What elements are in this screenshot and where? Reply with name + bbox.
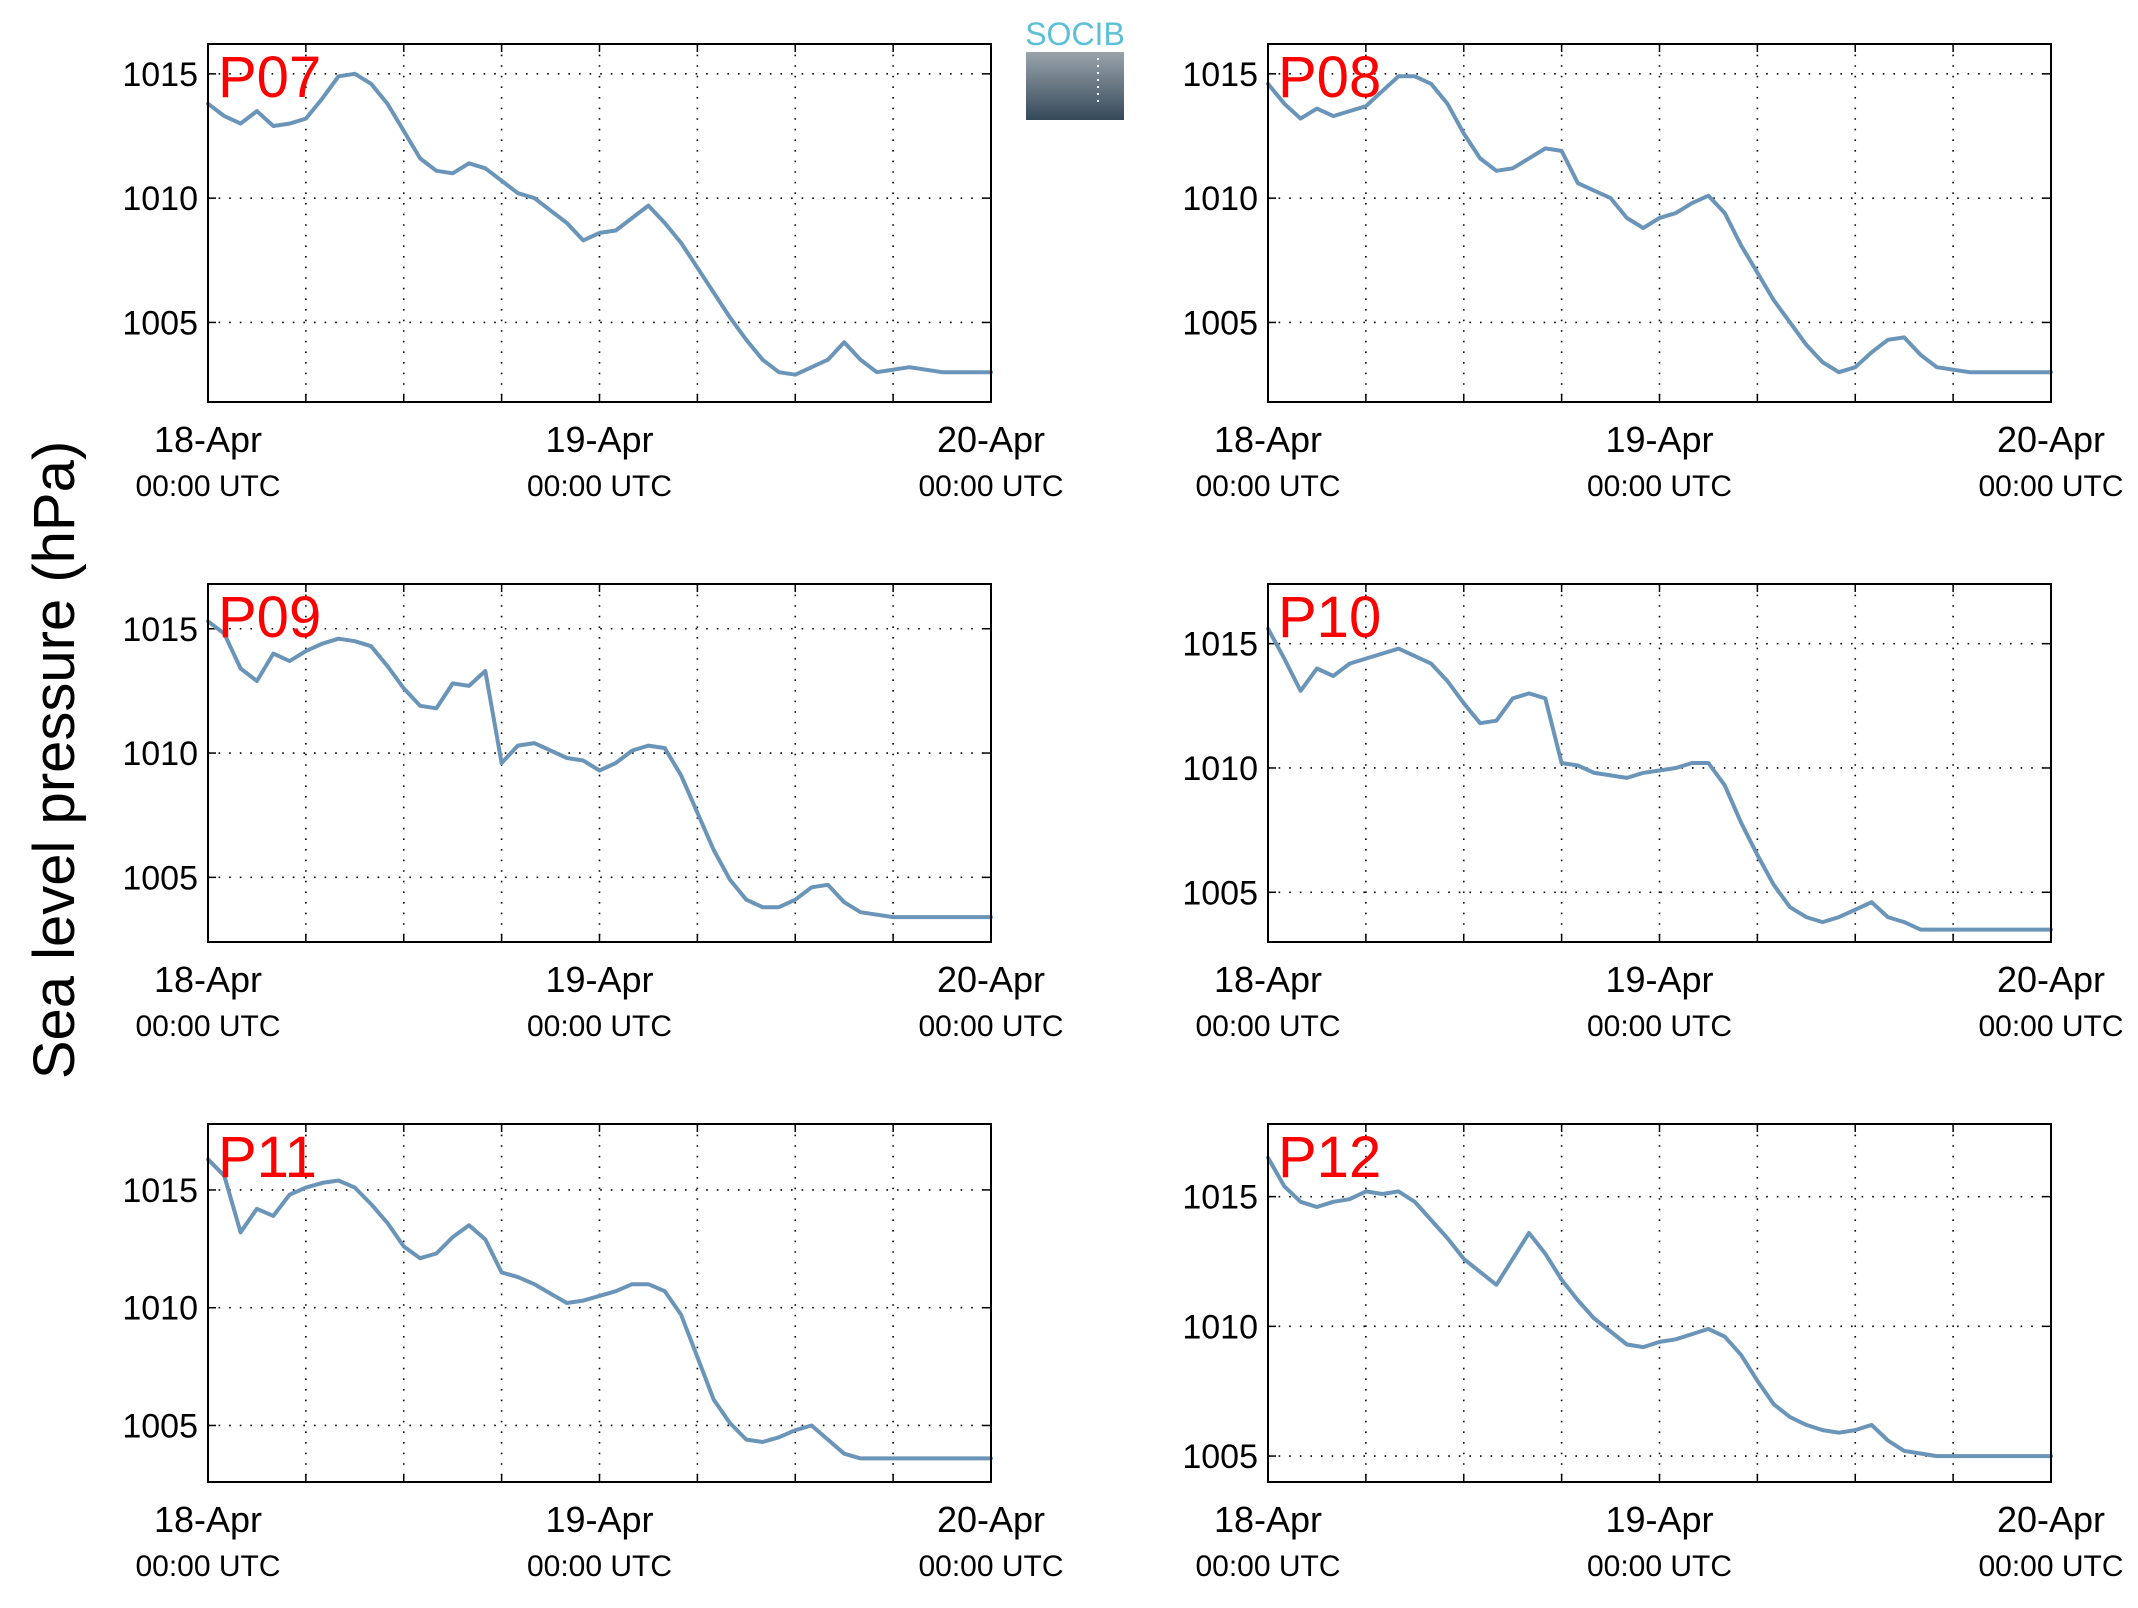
y-tick-label: 1005 xyxy=(1182,874,1258,912)
axes-frame xyxy=(1267,1123,2052,1483)
axes-frame xyxy=(207,583,992,943)
y-tick-label: 1010 xyxy=(122,1290,198,1328)
y-tick-label: 1010 xyxy=(122,735,198,773)
x-tick-label-time: 00:00 UTC xyxy=(1587,1010,1732,1043)
y-tick-label: 1005 xyxy=(122,1407,198,1445)
series-line-p12 xyxy=(1266,1155,2053,1459)
y-tick-label: 1015 xyxy=(1182,626,1258,664)
panel-p11: 1005 1010 1015 18-Apr 00:00 UTC 19-Apr 00:00 U… xyxy=(122,1123,1064,1583)
x-tick-label-date: 20-Apr xyxy=(937,1499,1045,1540)
x-tick-label-time: 00:00 UTC xyxy=(918,1550,1063,1583)
panel-label: P11 xyxy=(218,1125,317,1190)
y-tick-label: 1015 xyxy=(1182,56,1258,94)
x-tick-label-date: 20-Apr xyxy=(1997,1499,2105,1540)
panel-label: P09 xyxy=(218,585,321,650)
socib-logo-box xyxy=(1026,52,1124,120)
series-line-p10 xyxy=(1266,626,2053,932)
y-tick-label: 1010 xyxy=(1182,750,1258,788)
x-tick-label-time: 00:00 UTC xyxy=(1195,470,1340,503)
y-tick-label: 1015 xyxy=(1182,1179,1258,1217)
x-tick-label-time: 00:00 UTC xyxy=(1978,1550,2123,1583)
x-tick-label-date: 19-Apr xyxy=(1605,959,1713,1000)
panel-p07: 1005 1010 1015 18-Apr 00:00 UTC 19-Apr 00:00 U… xyxy=(122,43,1064,503)
x-tick-label-time: 00:00 UTC xyxy=(135,1010,280,1043)
series-line-p11 xyxy=(206,1157,993,1461)
x-tick-label-time: 00:00 UTC xyxy=(527,1550,672,1583)
panel-p08: 1005 1010 1015 18-Apr 00:00 UTC 19-Apr 00:00 U… xyxy=(1182,43,2124,503)
x-tick-label-time: 00:00 UTC xyxy=(1978,1010,2123,1043)
y-axis-label: Sea level pressure (hPa) xyxy=(22,441,87,1079)
panel-p12: 1005 1010 1015 18-Apr 00:00 UTC 19-Apr 00:00 U… xyxy=(1182,1123,2124,1583)
x-tick-label-date: 18-Apr xyxy=(1214,959,1322,1000)
x-tick-label-date: 20-Apr xyxy=(937,959,1045,1000)
y-tick-label: 1015 xyxy=(122,1172,198,1210)
y-tick-label: 1010 xyxy=(1182,1308,1258,1346)
x-tick-label-time: 00:00 UTC xyxy=(918,1010,1063,1043)
panel-label: P12 xyxy=(1278,1125,1381,1190)
series-line-p08 xyxy=(1266,74,2053,375)
panel-p09: 1005 1010 1015 18-Apr 00:00 UTC 19-Apr 00:00 U… xyxy=(122,583,1064,1043)
x-tick-label-date: 20-Apr xyxy=(937,419,1045,460)
socib-logo-text: SOCIB xyxy=(1025,16,1125,52)
y-tick-label: 1010 xyxy=(1182,180,1258,218)
x-tick-label-date: 18-Apr xyxy=(154,419,262,460)
x-tick-label-time: 00:00 UTC xyxy=(918,470,1063,503)
x-tick-label-date: 19-Apr xyxy=(1605,1499,1713,1540)
y-tick-label: 1005 xyxy=(1182,304,1258,342)
axes-frame xyxy=(1267,583,2052,943)
x-tick-label-time: 00:00 UTC xyxy=(1195,1010,1340,1043)
x-tick-label-date: 20-Apr xyxy=(1997,419,2105,460)
x-tick-label-date: 20-Apr xyxy=(1997,959,2105,1000)
y-tick-label: 1015 xyxy=(122,611,198,649)
panels: 1005 1010 1015 18-Apr 00:00 UTC 19-Apr 00:00 U… xyxy=(122,43,2124,1583)
x-tick-label-date: 18-Apr xyxy=(1214,1499,1322,1540)
x-tick-label-date: 19-Apr xyxy=(545,419,653,460)
x-tick-label-date: 18-Apr xyxy=(1214,419,1322,460)
x-tick-label-date: 19-Apr xyxy=(1605,419,1713,460)
x-tick-label-time: 00:00 UTC xyxy=(1587,470,1732,503)
x-tick-label-time: 00:00 UTC xyxy=(1587,1550,1732,1583)
x-tick-label-time: 00:00 UTC xyxy=(527,1010,672,1043)
y-tick-label: 1010 xyxy=(122,180,198,218)
series-line-p07 xyxy=(206,71,993,377)
x-tick-label-date: 18-Apr xyxy=(154,959,262,1000)
x-tick-label-time: 00:00 UTC xyxy=(135,470,280,503)
y-tick-label: 1005 xyxy=(1182,1438,1258,1476)
x-tick-label-date: 19-Apr xyxy=(545,1499,653,1540)
panel-label: P07 xyxy=(218,45,321,110)
x-tick-label-time: 00:00 UTC xyxy=(135,1550,280,1583)
x-tick-label-date: 19-Apr xyxy=(545,959,653,1000)
x-tick-label-time: 00:00 UTC xyxy=(1195,1550,1340,1583)
x-tick-label-time: 00:00 UTC xyxy=(1978,470,2123,503)
axes-frame xyxy=(1267,43,2052,403)
axes-frame xyxy=(207,43,992,403)
series-line-p09 xyxy=(206,619,993,920)
y-tick-label: 1005 xyxy=(122,304,198,342)
axes-frame xyxy=(207,1123,992,1483)
y-tick-label: 1005 xyxy=(122,859,198,897)
x-tick-label-date: 18-Apr xyxy=(154,1499,262,1540)
socib-logo: SOCIB xyxy=(1025,16,1125,120)
panel-p10: 1005 1010 1015 18-Apr 00:00 UTC 19-Apr 00:00 U… xyxy=(1182,583,2124,1043)
x-tick-label-time: 00:00 UTC xyxy=(527,470,672,503)
y-tick-label: 1015 xyxy=(122,56,198,94)
panel-label: P10 xyxy=(1278,585,1381,650)
panel-label: P08 xyxy=(1278,45,1381,110)
